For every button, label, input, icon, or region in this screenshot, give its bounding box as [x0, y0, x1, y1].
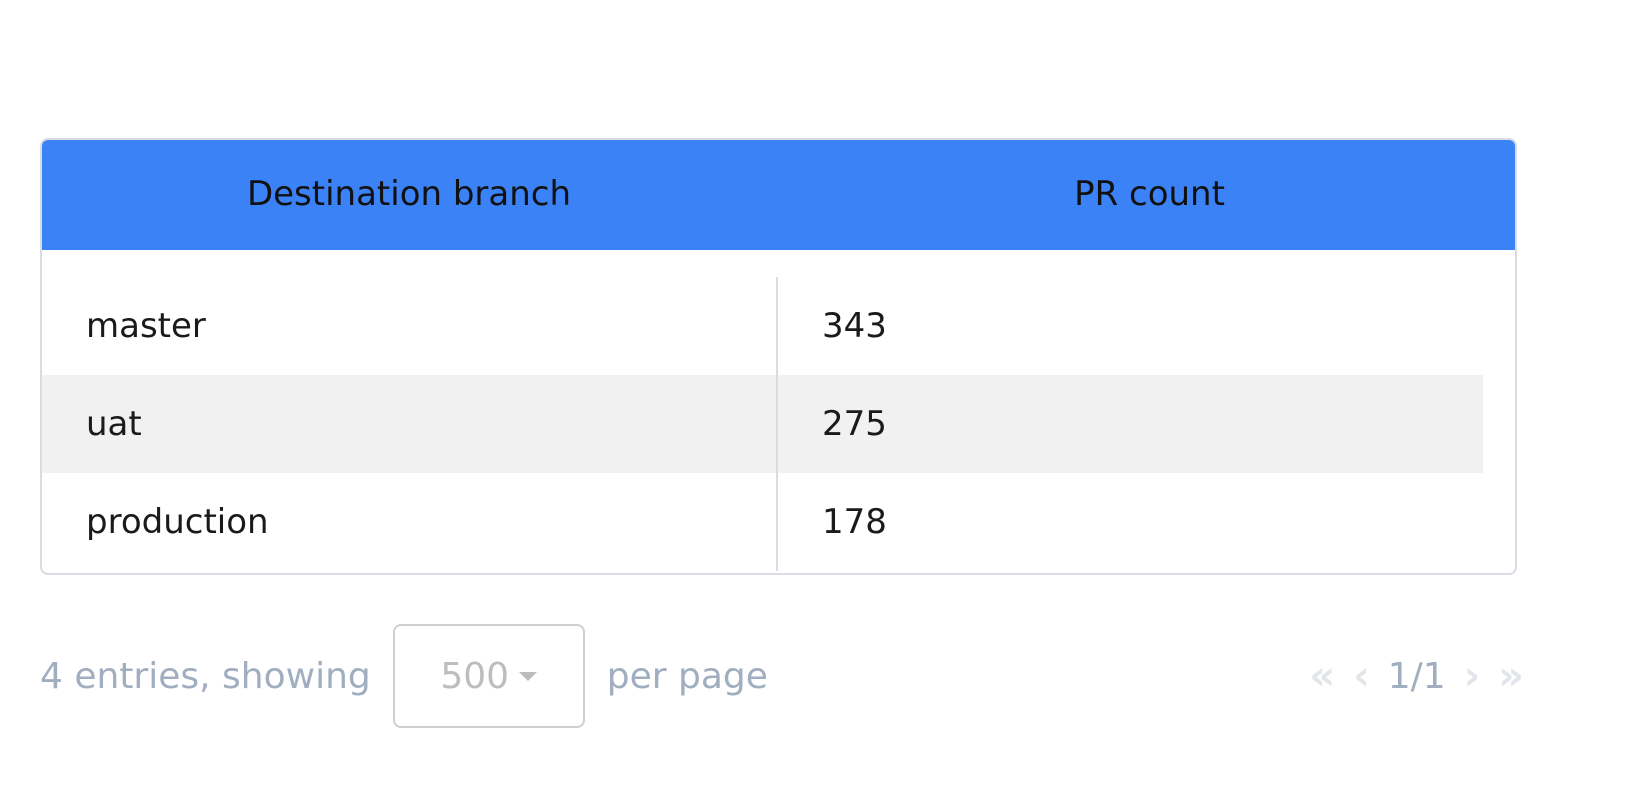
per-page-text: per page: [606, 655, 768, 697]
chevron-right-icon[interactable]: ›: [1463, 653, 1481, 699]
column-header-destination-branch[interactable]: Destination branch: [246, 174, 572, 214]
double-chevron-left-icon[interactable]: «: [1309, 653, 1336, 699]
branch-cell: master: [42, 277, 778, 375]
table-row: master 343: [42, 277, 1483, 375]
page-size-value: 500: [440, 655, 510, 697]
table-row: uat 275: [42, 375, 1483, 473]
page-size-select[interactable]: 500: [392, 624, 585, 728]
count-cell: 178: [822, 502, 887, 542]
table-footer: 4 entries, showing 500 per page « ‹ 1/1 …: [40, 624, 1638, 728]
caret-down-icon: [519, 671, 538, 681]
table-header: Destination branch PR count: [42, 140, 1515, 250]
branch-cell: uat: [42, 375, 778, 473]
chevron-left-icon[interactable]: ‹: [1353, 653, 1370, 699]
column-header-pr-count[interactable]: PR count: [1074, 174, 1225, 214]
count-cell: 275: [822, 404, 887, 444]
data-table: Destination branch PR count master 343 u…: [40, 138, 1517, 575]
count-cell: 343: [822, 306, 887, 346]
pagination: « ‹ 1/1 › »: [1309, 624, 1524, 728]
double-chevron-right-icon[interactable]: »: [1498, 653, 1524, 699]
table-body: master 343 uat 275 production 178: [42, 277, 1483, 571]
table-row: production 178: [42, 473, 1483, 571]
entries-text: 4 entries, showing: [40, 655, 371, 697]
page-indicator: 1/1: [1387, 655, 1446, 697]
branch-cell: production: [42, 473, 778, 571]
